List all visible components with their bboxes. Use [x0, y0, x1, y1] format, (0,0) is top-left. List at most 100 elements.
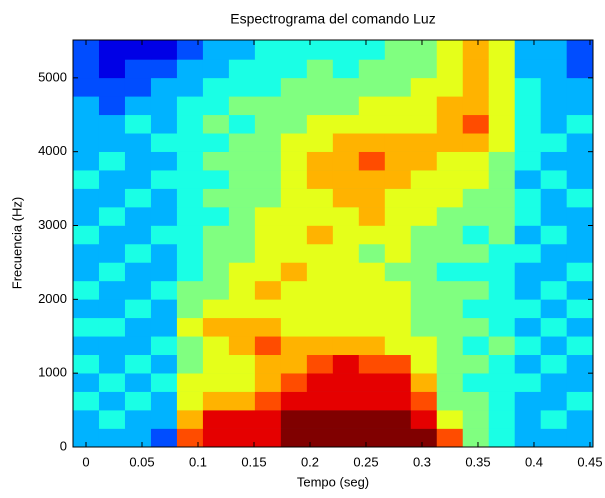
- heatmap-cell: [462, 317, 490, 337]
- heatmap-cell: [332, 225, 360, 245]
- heatmap-cell: [73, 151, 100, 171]
- heatmap-cell: [410, 59, 438, 79]
- heatmap-cell: [228, 207, 256, 226]
- heatmap-cell: [254, 96, 282, 116]
- heatmap-cell: [540, 40, 567, 60]
- heatmap-cell: [98, 373, 126, 392]
- heatmap-cell: [228, 96, 256, 116]
- heatmap-cell: [98, 207, 126, 226]
- heatmap-cell: [332, 77, 360, 97]
- heatmap-cell: [73, 40, 100, 60]
- heatmap-cell: [566, 391, 593, 411]
- heatmap-cell: [514, 299, 541, 319]
- heatmap-cell: [98, 243, 126, 263]
- heatmap-cell: [436, 225, 464, 245]
- x-axis-label: Tempo (seg): [297, 474, 369, 489]
- x-tick-label: 0.2: [301, 454, 319, 469]
- heatmap-cell: [488, 188, 516, 208]
- heatmap-cell: [514, 317, 541, 337]
- heatmap-cell: [150, 373, 178, 392]
- heatmap-cell: [514, 207, 541, 226]
- heatmap-cell: [410, 428, 438, 448]
- heatmap-cell: [384, 410, 412, 429]
- heatmap-cell: [332, 410, 360, 429]
- heatmap-cell: [73, 77, 100, 97]
- heatmap-cell: [98, 96, 126, 116]
- heatmap-cell: [280, 96, 308, 116]
- heatmap-cell: [228, 188, 256, 208]
- heatmap-cell: [384, 77, 412, 97]
- heatmap-cell: [124, 317, 152, 337]
- heatmap-cell: [462, 77, 490, 97]
- heatmap-cell: [73, 133, 100, 152]
- heatmap-cell: [566, 207, 593, 226]
- heatmap-cell: [514, 225, 541, 245]
- heatmap-cell: [358, 280, 386, 300]
- heatmap-cell: [202, 428, 230, 448]
- heatmap-cell: [254, 336, 282, 356]
- heatmap-cell: [254, 77, 282, 97]
- heatmap-cell: [202, 262, 230, 282]
- heatmap-cell: [540, 299, 567, 319]
- heatmap-cell: [358, 225, 386, 245]
- heatmap-cell: [332, 428, 360, 448]
- heatmap-cell: [488, 299, 516, 319]
- heatmap-cell: [462, 151, 490, 171]
- heatmap-cell: [488, 280, 516, 300]
- heatmap-cell: [228, 243, 256, 263]
- heatmap-cell: [98, 151, 126, 171]
- heatmap-cell: [410, 336, 438, 356]
- heatmap-cell: [566, 262, 593, 282]
- heatmap-cell: [176, 243, 204, 263]
- heatmap-cell: [384, 391, 412, 411]
- heatmap-cell: [202, 354, 230, 374]
- heatmap-cell: [202, 170, 230, 189]
- heatmap-cell: [150, 336, 178, 356]
- heatmap-cell: [462, 188, 490, 208]
- heatmap-cell: [254, 170, 282, 189]
- heatmap-cell: [228, 151, 256, 171]
- heatmap-cell: [176, 40, 204, 60]
- heatmap-cell: [566, 151, 593, 171]
- heatmap-cell: [540, 391, 567, 411]
- heatmap-cell: [514, 59, 541, 79]
- heatmap-cell: [462, 354, 490, 374]
- heatmap-cell: [124, 59, 152, 79]
- heatmap-cell: [280, 317, 308, 337]
- heatmap-cell: [540, 77, 567, 97]
- x-tick-label: 0.15: [241, 454, 266, 469]
- heatmap-cell: [254, 40, 282, 60]
- heatmap-cell: [436, 317, 464, 337]
- heatmap-cell: [202, 243, 230, 263]
- heatmap-cell: [384, 243, 412, 263]
- heatmap-cell: [540, 317, 567, 337]
- heatmap-cell: [462, 262, 490, 282]
- heatmap-cell: [384, 170, 412, 189]
- heatmap-cell: [488, 114, 516, 134]
- heatmap-cell: [566, 317, 593, 337]
- heatmap-cell: [488, 59, 516, 79]
- heatmap-cell: [254, 317, 282, 337]
- heatmap-cell: [124, 299, 152, 319]
- heatmap-cell: [150, 299, 178, 319]
- heatmap-cell: [150, 280, 178, 300]
- heatmap-cell: [280, 188, 308, 208]
- heatmap-cell: [254, 410, 282, 429]
- heatmap-cell: [124, 77, 152, 97]
- heatmap-cell: [514, 354, 541, 374]
- heatmap-cell: [228, 336, 256, 356]
- heatmap-cell: [462, 40, 490, 60]
- heatmap-cell: [540, 354, 567, 374]
- heatmap-cell: [410, 410, 438, 429]
- heatmap-cell: [540, 114, 567, 134]
- heatmap-cell: [306, 428, 334, 448]
- y-axis-label: Frecuencia (Hz): [9, 197, 24, 289]
- heatmap-cell: [98, 428, 126, 448]
- heatmap-cell: [332, 243, 360, 263]
- heatmap-cell: [150, 262, 178, 282]
- heatmap-cell: [384, 59, 412, 79]
- heatmap-cell: [306, 59, 334, 79]
- heatmap-cell: [410, 317, 438, 337]
- heatmap-cell: [73, 299, 100, 319]
